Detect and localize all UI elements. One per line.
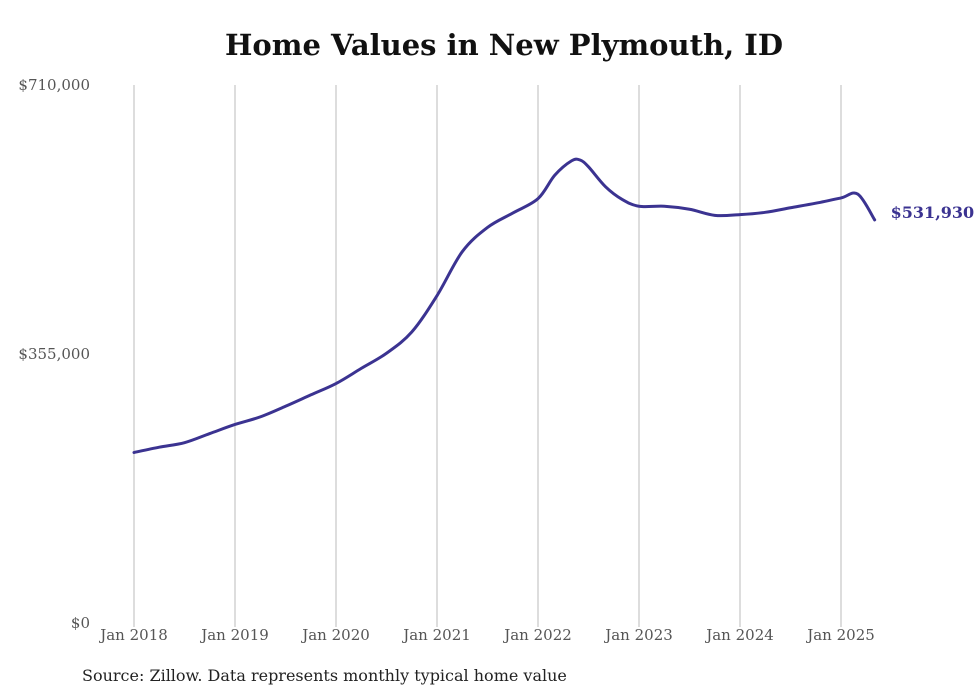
x-tick-label: Jan 2023 xyxy=(603,626,673,644)
x-tick-label: Jan 2019 xyxy=(199,626,269,644)
gridlines xyxy=(133,85,842,627)
x-tick-label: Jan 2020 xyxy=(300,626,370,644)
end-label-group: $531,930 xyxy=(891,203,975,222)
y-tick-label: $0 xyxy=(71,614,90,632)
x-tick-label: Jan 2018 xyxy=(98,626,168,644)
x-tick-label: Jan 2022 xyxy=(502,626,572,644)
source-note: Source: Zillow. Data represents monthly … xyxy=(82,666,567,685)
y-tick-label: $355,000 xyxy=(18,345,90,363)
x-axis-ticks: Jan 2018 Jan 2019 Jan 2020 Jan 2021 Jan 2022… xyxy=(98,626,875,644)
series-group xyxy=(132,157,877,455)
x-tick-label: Jan 2025 xyxy=(805,626,875,644)
chart-title: Home Values in New Plymouth, ID xyxy=(225,28,783,62)
y-axis-ticks: $0 $355,000 $710,000 xyxy=(18,76,90,632)
y-tick-label: $710,000 xyxy=(18,76,90,94)
x-tick-label: Jan 2021 xyxy=(401,626,471,644)
series-line xyxy=(132,157,877,455)
x-tick-label: Jan 2024 xyxy=(704,626,774,644)
end-value-label: $531,930 xyxy=(891,203,975,222)
